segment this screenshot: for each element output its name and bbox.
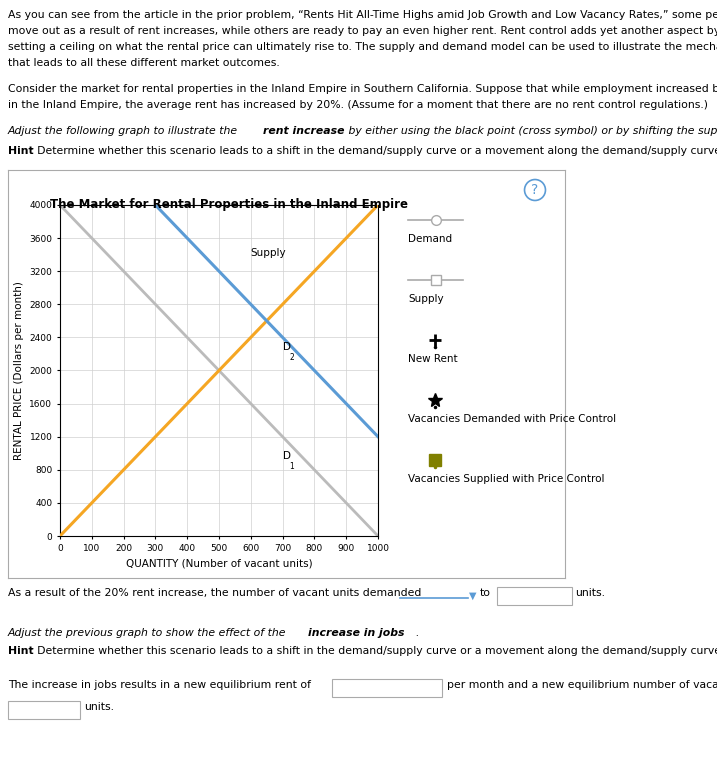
- Text: D: D: [282, 342, 290, 352]
- Text: : Determine whether this scenario leads to a shift in the demand/supply curve or: : Determine whether this scenario leads …: [30, 146, 717, 156]
- X-axis label: QUANTITY (Number of vacant units): QUANTITY (Number of vacant units): [125, 558, 313, 568]
- Text: increase in jobs: increase in jobs: [308, 628, 404, 638]
- Text: 2: 2: [290, 353, 295, 362]
- Text: Vacancies Supplied with Price Control: Vacancies Supplied with Price Control: [408, 474, 604, 484]
- Text: As you can see from the article in the prior problem, “Rents Hit All-Time Highs : As you can see from the article in the p…: [8, 10, 717, 20]
- Text: units.: units.: [575, 588, 605, 598]
- Text: Hint: Hint: [8, 646, 34, 656]
- Text: Hint: Hint: [8, 146, 34, 156]
- Text: rent increase: rent increase: [263, 126, 344, 136]
- Text: per month and a new equilibrium number of vacancies of: per month and a new equilibrium number o…: [447, 680, 717, 690]
- Text: Adjust the previous graph to show the effect of the: Adjust the previous graph to show the ef…: [8, 628, 290, 638]
- Text: in the Inland Empire, the average rent has increased by 20%. (Assume for a momen: in the Inland Empire, the average rent h…: [8, 100, 708, 110]
- Text: 1: 1: [290, 462, 295, 471]
- Y-axis label: RENTAL PRICE (Dollars per month): RENTAL PRICE (Dollars per month): [14, 281, 24, 460]
- Text: move out as a result of rent increases, while others are ready to pay an even hi: move out as a result of rent increases, …: [8, 26, 717, 36]
- Text: ?: ?: [531, 183, 538, 197]
- Text: Adjust the following graph to illustrate the: Adjust the following graph to illustrate…: [8, 126, 242, 136]
- Text: by either using the black point (cross symbol) or by shifting the supply and dem: by either using the black point (cross s…: [345, 126, 717, 136]
- Text: : Determine whether this scenario leads to a shift in the demand/supply curve or: : Determine whether this scenario leads …: [30, 646, 717, 656]
- Text: to: to: [480, 588, 491, 598]
- Text: Supply: Supply: [408, 294, 444, 304]
- Text: Consider the market for rental properties in the Inland Empire in Southern Calif: Consider the market for rental propertie…: [8, 84, 717, 94]
- Text: New Rent: New Rent: [408, 354, 457, 364]
- Text: $: $: [336, 680, 343, 690]
- Text: .: .: [415, 628, 419, 638]
- Text: Demand: Demand: [408, 234, 452, 244]
- Text: units.: units.: [84, 702, 114, 712]
- Text: that leads to all these different market outcomes.: that leads to all these different market…: [8, 58, 280, 68]
- Text: ▼: ▼: [469, 591, 477, 601]
- Text: The increase in jobs results in a new equilibrium rent of: The increase in jobs results in a new eq…: [8, 680, 315, 690]
- Text: Supply: Supply: [251, 248, 286, 258]
- Text: As a result of the 20% rent increase, the number of vacant units demanded: As a result of the 20% rent increase, th…: [8, 588, 422, 598]
- Text: setting a ceiling on what the rental price can ultimately rise to. The supply an: setting a ceiling on what the rental pri…: [8, 42, 717, 52]
- Text: Vacancies Demanded with Price Control: Vacancies Demanded with Price Control: [408, 414, 616, 424]
- Text: The Market for Rental Properties in the Inland Empire: The Market for Rental Properties in the …: [50, 198, 408, 211]
- Text: D: D: [282, 451, 290, 461]
